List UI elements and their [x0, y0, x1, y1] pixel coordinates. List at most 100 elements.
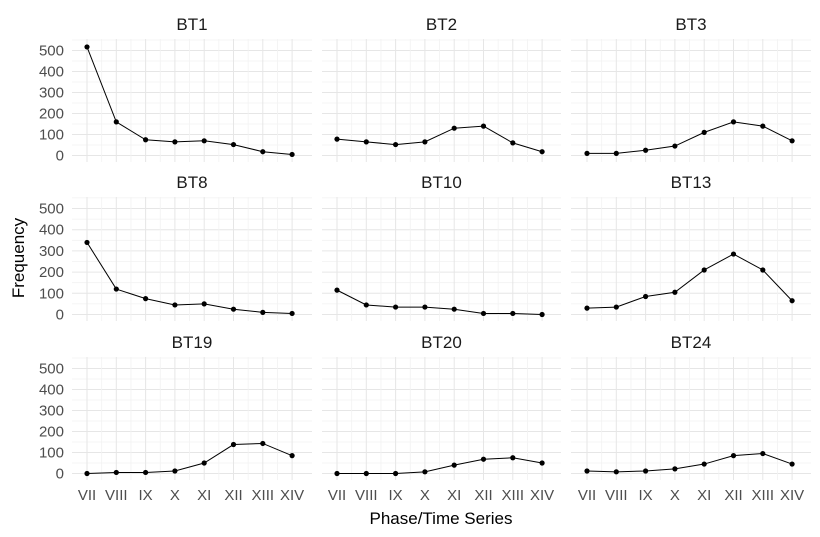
x-tick-label: X — [170, 487, 180, 504]
y-axis-title: Frequency — [9, 217, 28, 298]
data-point — [730, 453, 737, 459]
x-tick-label: XIV — [780, 487, 804, 504]
data-point — [172, 302, 178, 308]
data-point — [789, 298, 795, 304]
data-point — [672, 143, 678, 149]
data-point — [643, 468, 649, 474]
x-tick-label: IX — [139, 487, 153, 504]
facet-title: BT20 — [421, 333, 462, 352]
x-tick-label: XI — [197, 487, 211, 504]
data-point — [480, 310, 487, 317]
data-point — [422, 304, 428, 310]
y-tick-label: 200 — [39, 424, 64, 441]
data-point — [643, 147, 649, 153]
x-tick-label: XIV — [280, 487, 304, 504]
data-point — [584, 305, 590, 311]
y-tick-label: 200 — [39, 106, 64, 123]
data-point — [643, 293, 649, 300]
data-point — [672, 466, 678, 472]
facet-panel: BT8 0 100 200 300 400 500 — [39, 173, 312, 324]
data-point — [289, 151, 295, 158]
x-tick-label: IX — [389, 487, 403, 504]
data-point — [451, 125, 457, 131]
data-point — [393, 141, 399, 148]
data-point — [539, 149, 545, 155]
data-point — [334, 287, 340, 293]
facet-panel: BT2 — [322, 15, 561, 162]
x-tick-label: XIII — [502, 487, 525, 504]
y-tick-label: 100 — [39, 285, 64, 302]
x-tick-label: VIII — [355, 487, 378, 504]
facet-title: BT2 — [426, 15, 457, 34]
facet-title: BT1 — [176, 15, 207, 34]
data-point — [730, 119, 737, 125]
series-line — [587, 121, 793, 154]
x-tick-label: VIII — [105, 487, 128, 504]
data-point — [201, 138, 207, 144]
y-tick-label: 200 — [39, 264, 64, 281]
y-tick-label: 0 — [56, 148, 64, 165]
facet-title: BT19 — [172, 333, 213, 352]
x-tick-label: XIII — [252, 487, 275, 504]
data-point — [451, 462, 457, 468]
data-point — [260, 149, 266, 155]
facet-title: BT13 — [671, 173, 712, 192]
y-tick-label: 0 — [56, 466, 64, 483]
x-tick-label: VII — [578, 487, 596, 504]
x-tick-label: VIII — [605, 487, 628, 504]
y-tick-label: 300 — [39, 403, 64, 420]
y-tick-label: 100 — [39, 445, 64, 462]
series-line — [86, 46, 293, 155]
data-point — [113, 119, 119, 125]
facet-title: BT8 — [176, 173, 207, 192]
data-point — [789, 138, 795, 144]
data-point — [172, 468, 178, 474]
facet-title: BT3 — [675, 15, 706, 34]
data-point — [363, 302, 369, 308]
data-point — [393, 470, 399, 477]
data-point — [363, 470, 369, 477]
facet-panel: BT10 — [322, 173, 561, 321]
x-tick-label: XI — [697, 487, 711, 504]
data-point — [422, 469, 428, 475]
data-point — [230, 141, 237, 148]
facet-title: BT24 — [671, 333, 712, 352]
data-point — [701, 129, 707, 135]
y-tick-label: 400 — [39, 64, 64, 81]
data-point — [701, 461, 707, 467]
y-tick-label: 0 — [56, 307, 64, 324]
data-point — [510, 455, 516, 461]
facet-panel: BT1 0 100 200 300 400 500 — [39, 15, 312, 165]
series-line — [336, 289, 543, 315]
data-point — [760, 450, 766, 457]
data-point — [334, 470, 340, 477]
y-tick-label: 400 — [39, 222, 64, 239]
data-point — [730, 251, 737, 257]
data-point — [760, 267, 766, 273]
x-tick-label: VII — [328, 487, 346, 504]
data-point — [113, 469, 119, 476]
facet-panel: BT13 — [571, 173, 811, 321]
data-point — [143, 296, 149, 302]
facet-title: BT10 — [421, 173, 462, 192]
data-point — [760, 123, 766, 129]
data-point — [613, 150, 619, 156]
data-point — [289, 453, 295, 459]
data-point — [84, 239, 90, 246]
data-point — [480, 123, 487, 129]
data-point — [510, 140, 516, 146]
data-point — [260, 309, 266, 315]
x-tick-label: X — [670, 487, 680, 504]
x-tick-label: XII — [724, 487, 742, 504]
data-point — [584, 150, 590, 156]
facet-panel: BT20 VII VIII IX X XI XII XIII XIV — [322, 333, 561, 504]
data-point — [201, 301, 207, 307]
facet-panel: BT19 0 100 200 300 400 500 VII VIII IX X XI XII XIII X… — [39, 333, 312, 504]
data-point — [143, 469, 149, 476]
data-point — [260, 440, 266, 447]
y-tick-label: 400 — [39, 382, 64, 399]
data-point — [672, 289, 678, 295]
data-point — [539, 460, 545, 466]
data-point — [230, 306, 237, 312]
series-line — [337, 457, 543, 474]
